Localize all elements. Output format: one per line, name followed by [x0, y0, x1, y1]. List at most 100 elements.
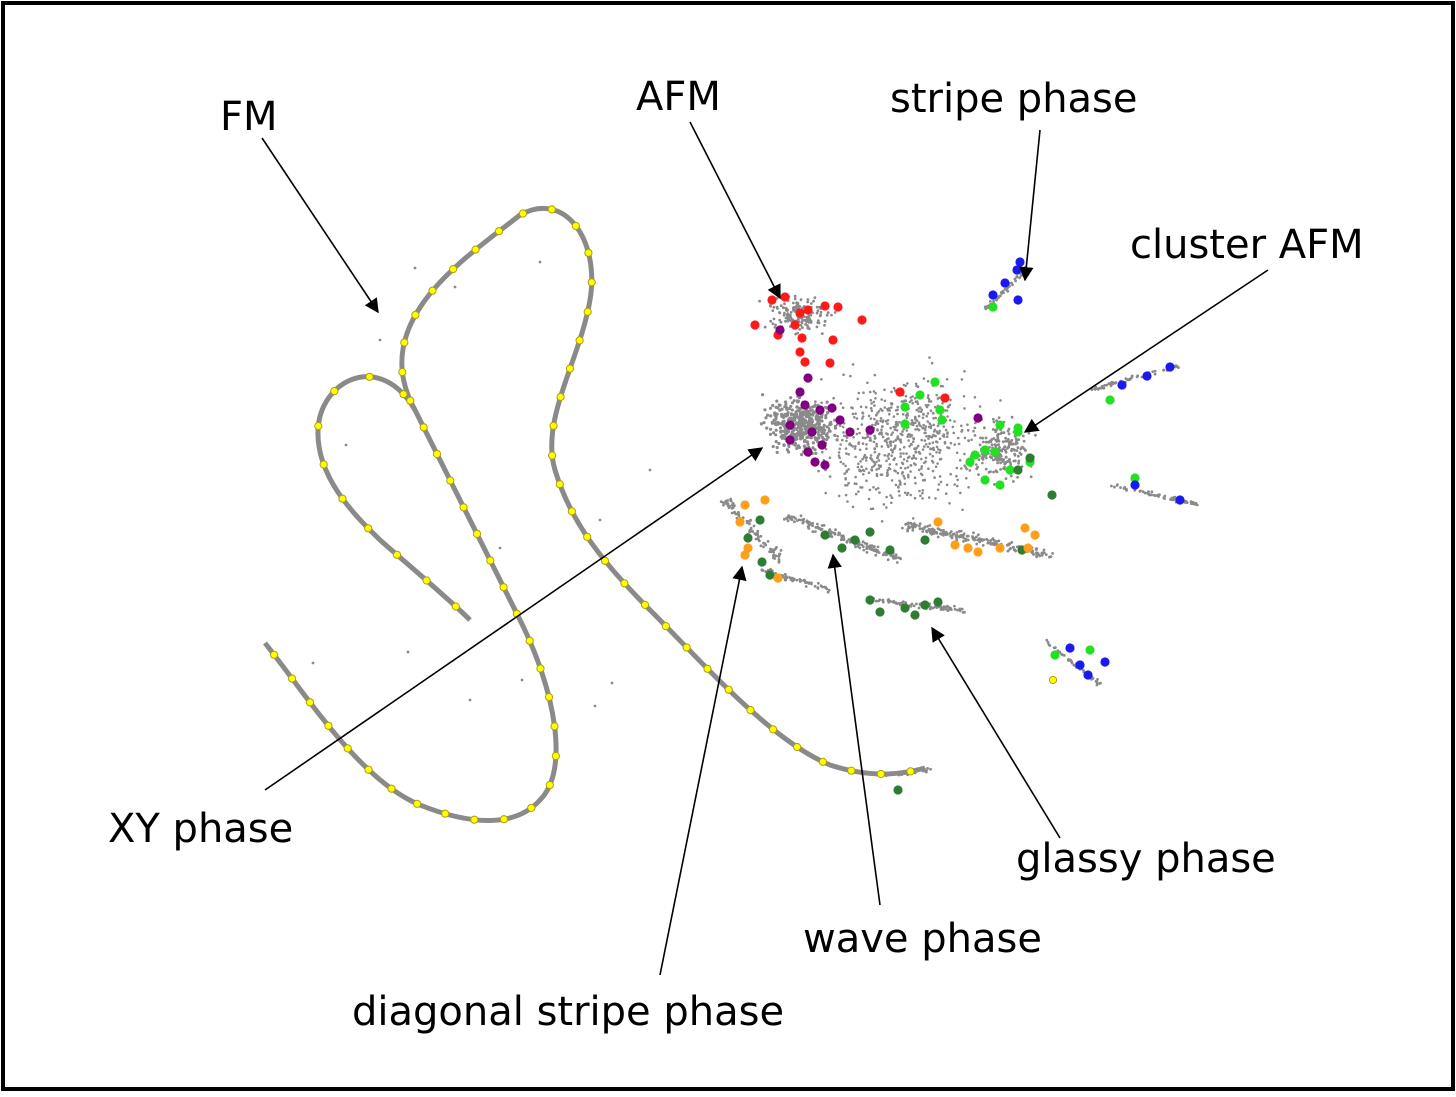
fm-point — [422, 576, 431, 585]
gray-point — [896, 405, 899, 409]
gray-point — [1004, 450, 1008, 454]
gray-point — [919, 768, 922, 771]
gray-point — [905, 459, 909, 463]
gray-point — [901, 526, 904, 530]
gray-point — [890, 496, 894, 500]
gray-point — [783, 302, 786, 306]
gray-point — [816, 430, 820, 434]
gray-point — [906, 522, 910, 526]
fm-point — [499, 583, 508, 592]
afm-point — [828, 335, 838, 345]
glassy-point — [1013, 465, 1023, 475]
gray-point — [893, 428, 897, 431]
diagonal-point — [963, 543, 973, 553]
gray-point — [925, 769, 928, 772]
gray-point — [1099, 386, 1102, 390]
gray-point — [821, 428, 825, 431]
gray-point — [769, 567, 772, 571]
gray-point — [1003, 467, 1007, 471]
gray-point — [847, 468, 850, 471]
gray-point — [778, 552, 782, 556]
fm-point — [527, 803, 536, 813]
gray-point — [838, 424, 842, 428]
gray-point — [1015, 449, 1019, 452]
gray-point — [789, 319, 793, 323]
stripe-point — [1083, 670, 1093, 680]
gray-point — [1061, 653, 1064, 657]
gray-point — [826, 311, 830, 315]
gray-point — [924, 431, 927, 435]
gray-point — [945, 409, 949, 412]
gray-point — [881, 600, 885, 604]
gray-point — [453, 285, 457, 289]
fm-point — [583, 307, 592, 316]
gray-point — [904, 467, 907, 470]
cluster-afm-point — [965, 457, 975, 467]
gray-point — [891, 451, 894, 454]
gray-point — [827, 588, 831, 592]
gray-point — [981, 457, 985, 461]
fm-point — [399, 390, 408, 399]
gray-point — [921, 416, 925, 420]
gray-point — [846, 500, 849, 503]
gray-point — [1191, 502, 1195, 505]
gray-point — [869, 399, 873, 402]
gray-point — [899, 438, 902, 442]
fm-point — [793, 742, 802, 752]
gray-point — [847, 481, 850, 485]
gray-point — [808, 522, 812, 526]
gray-point — [921, 530, 925, 533]
gray-point — [872, 440, 876, 444]
gray-point — [1021, 434, 1025, 438]
glassy-point — [865, 595, 875, 605]
gray-point — [793, 432, 797, 436]
gray-point — [991, 428, 995, 431]
cluster-afm-point — [995, 480, 1005, 490]
gray-point — [916, 444, 920, 448]
gray-point — [842, 434, 846, 438]
gray-point — [789, 416, 793, 420]
cluster-afm-point — [900, 419, 910, 429]
gray-point — [978, 443, 982, 447]
gray-point — [899, 455, 902, 458]
gray-point — [1007, 427, 1011, 431]
fm-point — [324, 721, 333, 730]
gray-point — [854, 475, 857, 479]
gray-point — [999, 468, 1002, 471]
gray-point — [780, 412, 784, 416]
gray-point — [877, 410, 881, 413]
gray-point — [876, 422, 880, 426]
gray-point — [885, 459, 888, 463]
gray-point — [825, 587, 829, 591]
gray-point — [908, 526, 911, 530]
gray-point — [931, 461, 935, 464]
gray-point — [1003, 461, 1007, 465]
xy-point — [785, 420, 795, 430]
gray-point — [406, 650, 410, 654]
gray-point — [856, 397, 860, 401]
gray-point — [951, 425, 955, 429]
gray-point — [814, 451, 818, 455]
fm-point — [547, 205, 556, 214]
gray-point — [924, 428, 927, 432]
gray-point — [1016, 475, 1019, 479]
gray-point — [860, 465, 863, 469]
gray-point — [932, 423, 936, 427]
gray-point — [927, 434, 931, 438]
gray-point — [828, 475, 832, 478]
gray-point — [839, 402, 843, 405]
gray-point — [833, 311, 837, 314]
gray-point — [914, 382, 918, 386]
gray-point — [927, 394, 930, 397]
gray-point — [920, 438, 923, 442]
gray-point — [763, 408, 767, 412]
gray-point — [768, 406, 773, 410]
gray-point — [880, 520, 884, 523]
gray-point — [863, 541, 867, 545]
gray-point — [805, 436, 809, 440]
gray-point — [879, 407, 882, 411]
gray-point — [952, 431, 956, 435]
gray-point — [843, 472, 846, 476]
